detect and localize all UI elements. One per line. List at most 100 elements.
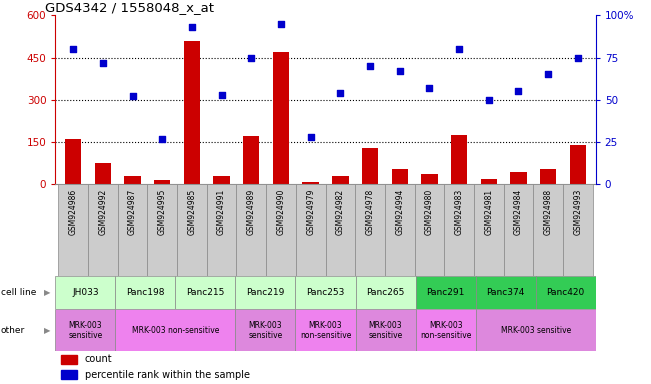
- Point: [424, 85, 435, 91]
- Text: GSM924985: GSM924985: [187, 189, 197, 235]
- Bar: [94, 163, 111, 184]
- FancyBboxPatch shape: [355, 309, 415, 351]
- FancyBboxPatch shape: [474, 184, 504, 276]
- Text: MRK-003
sensitive: MRK-003 sensitive: [248, 321, 283, 340]
- Text: GSM924994: GSM924994: [395, 189, 404, 235]
- FancyBboxPatch shape: [476, 276, 536, 309]
- Point: [395, 68, 405, 74]
- Text: Panc253: Panc253: [307, 288, 344, 297]
- FancyBboxPatch shape: [59, 184, 88, 276]
- FancyBboxPatch shape: [115, 276, 175, 309]
- FancyBboxPatch shape: [266, 184, 296, 276]
- Text: ▶: ▶: [44, 326, 50, 335]
- Text: GSM924992: GSM924992: [98, 189, 107, 235]
- FancyBboxPatch shape: [415, 276, 476, 309]
- FancyBboxPatch shape: [118, 184, 147, 276]
- FancyBboxPatch shape: [175, 276, 236, 309]
- Text: JH033: JH033: [72, 288, 99, 297]
- Point: [246, 55, 256, 61]
- Bar: [362, 148, 378, 184]
- Point: [68, 46, 78, 52]
- FancyBboxPatch shape: [533, 184, 563, 276]
- Point: [484, 97, 494, 103]
- Text: GSM924984: GSM924984: [514, 189, 523, 235]
- Point: [573, 55, 583, 61]
- Text: MRK-003 sensitive: MRK-003 sensitive: [501, 326, 571, 335]
- Text: other: other: [1, 326, 25, 335]
- Bar: [510, 172, 527, 184]
- FancyBboxPatch shape: [55, 276, 115, 309]
- FancyBboxPatch shape: [236, 309, 296, 351]
- Bar: [154, 180, 171, 184]
- Text: GSM924991: GSM924991: [217, 189, 226, 235]
- Bar: [421, 174, 437, 184]
- FancyBboxPatch shape: [476, 309, 596, 351]
- Bar: [61, 370, 77, 379]
- Text: GSM924987: GSM924987: [128, 189, 137, 235]
- Text: percentile rank within the sample: percentile rank within the sample: [85, 370, 250, 380]
- Bar: [184, 41, 200, 184]
- Text: GSM924980: GSM924980: [425, 189, 434, 235]
- FancyBboxPatch shape: [207, 184, 236, 276]
- Point: [187, 24, 197, 30]
- Text: Panc265: Panc265: [367, 288, 405, 297]
- FancyBboxPatch shape: [385, 184, 415, 276]
- Text: Panc219: Panc219: [246, 288, 284, 297]
- Text: Panc198: Panc198: [126, 288, 165, 297]
- Text: Panc374: Panc374: [486, 288, 525, 297]
- FancyBboxPatch shape: [355, 184, 385, 276]
- Bar: [124, 176, 141, 184]
- Bar: [303, 182, 319, 184]
- Bar: [65, 139, 81, 184]
- Text: GSM924988: GSM924988: [544, 189, 553, 235]
- FancyBboxPatch shape: [236, 276, 296, 309]
- Text: MRK-003
sensitive: MRK-003 sensitive: [368, 321, 403, 340]
- FancyBboxPatch shape: [236, 184, 266, 276]
- Bar: [214, 176, 230, 184]
- Text: Panc291: Panc291: [426, 288, 465, 297]
- Point: [276, 21, 286, 27]
- FancyBboxPatch shape: [147, 184, 177, 276]
- Point: [216, 92, 227, 98]
- Bar: [391, 169, 408, 184]
- FancyBboxPatch shape: [115, 309, 236, 351]
- FancyBboxPatch shape: [355, 276, 415, 309]
- Point: [157, 136, 167, 142]
- Point: [128, 93, 138, 99]
- Text: GSM924995: GSM924995: [158, 189, 167, 235]
- Bar: [540, 169, 557, 184]
- Bar: [332, 176, 348, 184]
- Point: [513, 88, 523, 94]
- FancyBboxPatch shape: [415, 309, 476, 351]
- Text: GSM924978: GSM924978: [365, 189, 374, 235]
- Bar: [61, 355, 77, 364]
- Point: [335, 90, 346, 96]
- FancyBboxPatch shape: [177, 184, 207, 276]
- Bar: [570, 145, 586, 184]
- FancyBboxPatch shape: [88, 184, 118, 276]
- Text: GSM924989: GSM924989: [247, 189, 256, 235]
- Text: GSM924979: GSM924979: [306, 189, 315, 235]
- Text: GSM924982: GSM924982: [336, 189, 345, 235]
- Bar: [243, 136, 260, 184]
- Text: GSM924981: GSM924981: [484, 189, 493, 235]
- Text: MRK-003
non-sensitive: MRK-003 non-sensitive: [420, 321, 471, 340]
- Text: Panc215: Panc215: [186, 288, 225, 297]
- Point: [454, 46, 464, 52]
- Text: cell line: cell line: [1, 288, 36, 297]
- Text: count: count: [85, 354, 113, 364]
- Text: MRK-003
sensitive: MRK-003 sensitive: [68, 321, 102, 340]
- Point: [305, 134, 316, 140]
- Text: GDS4342 / 1558048_x_at: GDS4342 / 1558048_x_at: [44, 1, 214, 14]
- Text: GSM924983: GSM924983: [454, 189, 464, 235]
- Bar: [273, 52, 289, 184]
- Bar: [480, 179, 497, 184]
- Text: Panc420: Panc420: [547, 288, 585, 297]
- FancyBboxPatch shape: [296, 184, 326, 276]
- Text: GSM924986: GSM924986: [68, 189, 77, 235]
- Text: GSM924993: GSM924993: [574, 189, 583, 235]
- FancyBboxPatch shape: [296, 276, 355, 309]
- FancyBboxPatch shape: [415, 184, 444, 276]
- Point: [543, 71, 553, 78]
- Point: [365, 63, 375, 69]
